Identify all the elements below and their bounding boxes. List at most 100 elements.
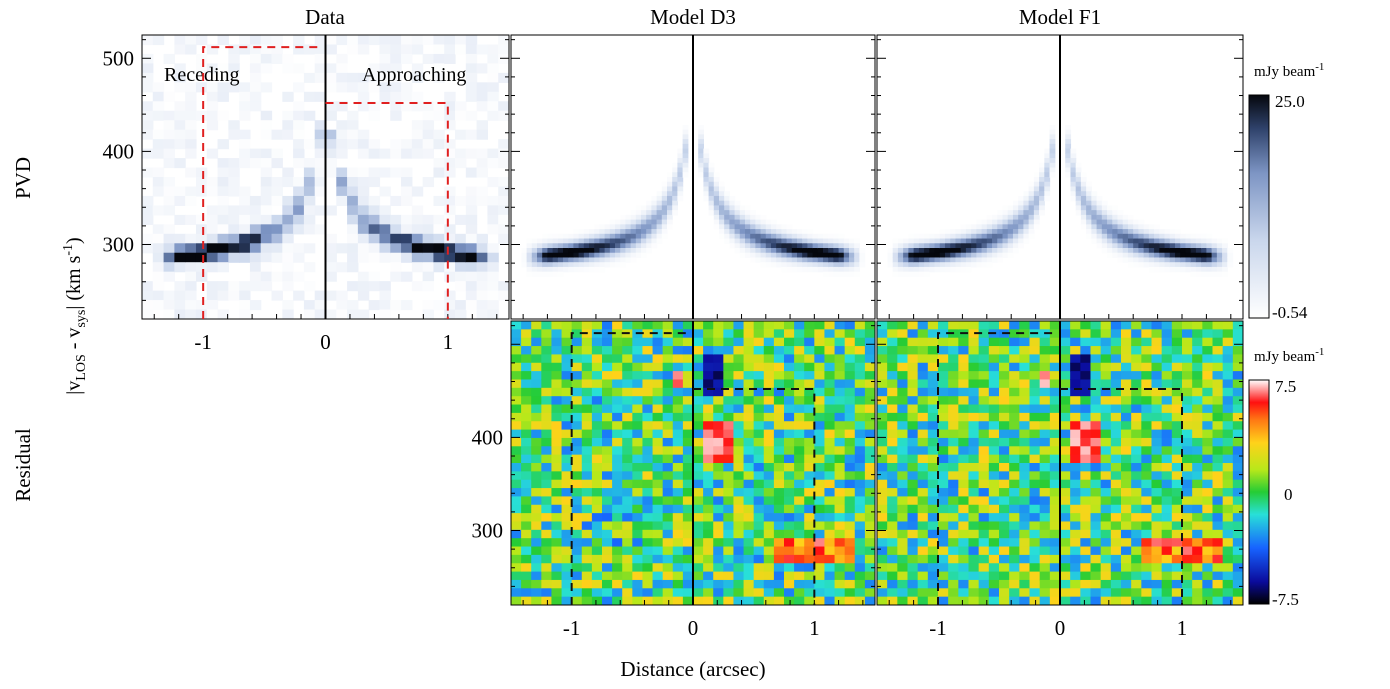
residual-pixel [521,504,532,514]
residual-pixel [1131,404,1142,414]
residual-pixel [784,412,795,422]
pvd-pixel [672,191,678,197]
pvd-pixel [1049,148,1056,154]
residual-pixel [763,404,775,414]
pvd-pixel [249,44,262,55]
residual-pixel [1202,504,1214,514]
pvd-pixel [651,238,658,244]
residual-pixel [784,571,795,581]
residual-pixel [1060,496,1071,506]
residual-pixel [511,379,522,389]
residual-pixel [662,387,674,397]
residual-pixel [917,362,929,372]
residual-pixel [652,354,664,364]
residual-pixel [642,329,654,339]
residual-pixel [887,546,898,556]
residual-pixel [622,538,633,548]
residual-pixel [927,429,939,439]
pvd-pixel [719,210,725,216]
residual-pixel [763,371,775,381]
residual-pixel [733,346,745,356]
residual-pixel [662,354,674,364]
colorbar-residual-max: 7.5 [1275,377,1296,396]
pvd-pixel [537,271,543,277]
residual-pixel [1171,521,1183,531]
pvd-pixel [992,248,998,254]
residual-pixel [1222,563,1234,573]
residual-pixel [1161,362,1173,372]
residual-pixel [1080,396,1092,406]
residual-pixel [1171,554,1183,564]
pvd-pixel [1007,219,1014,225]
pvd-pixel [185,82,197,93]
residual-pixel [1182,354,1193,364]
residual-pixel [551,412,563,422]
residual-pixel [1212,421,1224,431]
pvd-pixel [812,257,819,263]
residual-pixel [1131,429,1142,439]
residual-pixel [1070,546,1081,556]
pvd-pixel [719,219,725,225]
residual-pixel [1222,488,1234,498]
residual-pixel [511,321,522,330]
pvd-pixel [422,148,435,159]
pvd-pixel [781,238,788,244]
residual-pixel [1100,463,1112,472]
pvd-pixel [609,219,616,225]
residual-pixel [612,437,623,447]
pvd-pixel [552,248,559,254]
residual-pixel [622,396,633,406]
residual-pixel [672,437,684,447]
residual-pixel [958,488,970,498]
pvd-pixel [465,281,478,292]
pvd-pixel [1012,238,1019,244]
residual-pixel [897,421,909,431]
pvd-pixel [239,281,251,292]
pvd-pixel [635,229,642,235]
pvd-pixel [992,214,998,221]
residual-pixel [1151,371,1163,381]
pvd-pixel [217,177,229,188]
residual-pixel [978,404,990,414]
residual-pixel [854,538,866,548]
residual-pixel [652,337,664,347]
residual-pixel [1232,554,1243,564]
pvd-pixel [1206,243,1213,249]
colorbar-residual-min: -7.5 [1272,590,1299,609]
residual-pixel [814,529,826,539]
pvd-pixel [303,243,316,254]
residual-pixel [763,588,775,598]
residual-pixel [561,596,573,605]
residual-pixel [907,571,919,581]
residual-pixel [897,588,909,598]
pvd-pixel [1122,248,1129,254]
approaching-label: Approaching [362,64,466,86]
pvd-pixel [563,257,569,263]
residual-pixel [877,396,888,406]
pvd-pixel [568,243,574,249]
residual-pixel [948,563,959,573]
residual-pixel [1080,529,1092,539]
pvd-pixel [1195,262,1202,268]
residual-pixel [988,546,1000,556]
residual-pixel [763,429,775,439]
pvd-pixel [1185,257,1192,263]
residual-pixel [753,429,765,439]
pvd-pixel [1201,238,1207,244]
title-data: Data [305,5,345,29]
residual-pixel [541,538,553,548]
residual-pixel [814,379,826,389]
pvd-pixel [293,271,305,282]
residual-pixel [1039,354,1051,364]
residual-pixel [763,321,775,330]
y-axis-label: |vLOS - vsys| (km s-1) [61,237,89,394]
residual-pixel [1019,588,1031,598]
residual-pixel [907,529,919,539]
residual-pixel [999,596,1010,605]
pvd-pixel [1138,224,1145,230]
residual-pixel [773,354,785,364]
residual-pixel [511,337,522,347]
residual-pixel [1171,446,1183,456]
residual-pixel [917,529,929,539]
residual-pixel [844,454,856,464]
